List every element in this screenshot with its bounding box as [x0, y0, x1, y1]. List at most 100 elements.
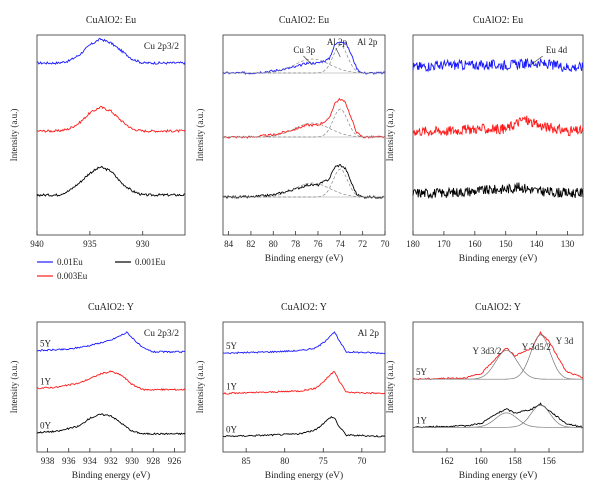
x-tick-label: 160: [468, 239, 482, 249]
series-line-0Y: [36, 413, 186, 436]
sample-label: 5Y: [40, 339, 52, 349]
x-tick-label: 180: [406, 239, 420, 249]
x-axis-label: Binding energy (eV): [459, 470, 537, 481]
chart-title: CuAlO2: Y: [281, 302, 327, 313]
series-line-5Y: [412, 331, 584, 381]
chart-p4: CuAlO2: Y 938 936 934 932 930 928 926 Binding en…: [9, 302, 186, 481]
annotation-y3d52: Y 3d5/2: [522, 342, 551, 352]
y-axis-label: Intensity (a.u.): [9, 361, 19, 414]
series-line-0.001Eu: [412, 182, 584, 199]
plot-frame: [222, 34, 386, 236]
x-tick-label: 70: [357, 456, 367, 466]
x-tick-label: 130: [561, 239, 575, 249]
x-tick-label: 84: [224, 239, 234, 249]
chart-p5: CuAlO2: Y 85 80 75 70 Binding energy (eV) Inte…: [195, 302, 386, 481]
x-tick-label: 72: [358, 239, 367, 249]
x-tick-label: 82: [246, 239, 255, 249]
fit-component: [413, 334, 583, 380]
peak-label: Cu 2p3/2: [144, 42, 179, 52]
chart-p6: CuAlO2: Y 162 160 158 156 Binding energy (eV)…: [385, 302, 584, 481]
x-tick-label: 156: [542, 456, 556, 466]
chart-p1: CuAlO2: Eu 940 935 930 Intensity (a.u.) Cu 2p…: [9, 15, 186, 249]
series-line-5Y: [223, 331, 386, 355]
annotation-al2p-2: Al 2p: [357, 37, 378, 47]
sample-label: 0Y: [40, 421, 52, 431]
series-line-0Y: [222, 415, 386, 438]
y-axis-label: Intensity (a.u.): [9, 109, 19, 162]
plot-frame: [412, 321, 584, 453]
chart-title: CuAlO2: Eu: [86, 15, 136, 26]
x-tick-label: 936: [62, 456, 76, 466]
annotation-arrow: [530, 55, 543, 66]
x-tick-label: 75: [319, 456, 329, 466]
x-axis-label: Binding energy (eV): [459, 253, 537, 264]
x-tick-label: 926: [168, 456, 182, 466]
series-line-1Y: [222, 371, 386, 395]
x-tick-label: 162: [440, 456, 454, 466]
fit-component: [223, 168, 385, 198]
legend-label: 0.01Eu: [57, 257, 83, 267]
x-tick-label: 76: [313, 239, 323, 249]
annotation-y3d: Y 3d: [556, 336, 574, 346]
series-line-1Y: [36, 370, 186, 392]
legend-label: 0.003Eu: [57, 271, 88, 281]
fit-component: [223, 44, 385, 74]
x-tick-label: 940: [30, 239, 44, 249]
annotation-al2p: Al 2p: [327, 37, 348, 47]
sample-label: 5Y: [416, 367, 428, 377]
series-line-0.01Eu: [222, 41, 386, 75]
y-axis-label: Intensity (a.u.): [385, 361, 395, 414]
series-line-0.003Eu: [412, 115, 584, 137]
chart-title: CuAlO2: Eu: [279, 15, 329, 26]
fit-component: [223, 122, 385, 138]
x-axis-label: Binding energy (eV): [265, 253, 343, 264]
y-axis-label: Intensity (a.u.): [195, 361, 205, 414]
x-tick-label: 928: [147, 456, 161, 466]
series-line-0.01Eu: [36, 37, 186, 65]
x-tick-label: 934: [83, 456, 97, 466]
x-tick-label: 932: [104, 456, 118, 466]
sample-label: 5Y: [226, 341, 238, 351]
sample-label: 0Y: [226, 424, 238, 434]
series-line-0.01Eu: [412, 57, 584, 73]
fit-component: [413, 412, 583, 428]
fit-component: [413, 404, 583, 428]
fit-component: [223, 108, 385, 138]
series-line-0.001Eu: [222, 164, 385, 199]
peak-label: Al 2p: [358, 329, 380, 339]
x-tick-label: 160: [474, 456, 488, 466]
annotation-arrow: [303, 55, 313, 66]
fit-component: [223, 58, 385, 74]
x-axis-label: Binding energy (eV): [265, 470, 343, 481]
x-tick-label: 938: [41, 456, 55, 466]
sample-label: 1Y: [226, 382, 238, 392]
x-tick-label: 70: [381, 239, 391, 249]
x-tick-label: 930: [136, 239, 150, 249]
annotation-eu4d: Eu 4d: [546, 45, 568, 55]
annotation-arrow: [335, 47, 341, 58]
x-tick-label: 80: [280, 456, 290, 466]
series-line-1Y: [413, 402, 584, 429]
legend: 0.01Eu 0.003Eu 0.001Eu: [37, 257, 166, 281]
series-line-0.003Eu: [222, 97, 386, 139]
x-tick-label: 158: [508, 456, 522, 466]
x-tick-label: 935: [83, 239, 97, 249]
plot-frame: [222, 321, 386, 453]
x-tick-label: 78: [291, 239, 301, 249]
chart-title: CuAlO2: Eu: [473, 15, 523, 26]
y-axis-label: Intensity (a.u.): [385, 109, 395, 162]
x-tick-label: 74: [336, 239, 346, 249]
legend-label: 0.001Eu: [135, 257, 166, 267]
x-tick-label: 140: [530, 239, 544, 249]
x-tick-label: 170: [437, 239, 451, 249]
series-line-0.003Eu: [36, 105, 186, 133]
x-tick-label: 80: [269, 239, 279, 249]
fit-component: [223, 182, 385, 198]
chart-title: CuAlO2: Y: [88, 302, 134, 313]
peak-label: Cu 2p3/2: [144, 329, 179, 339]
series-line-0.001Eu: [36, 165, 186, 198]
annotation-cu3p: Cu 3p: [293, 45, 315, 55]
plot-frame: [412, 34, 584, 236]
series-line-5Y: [36, 331, 186, 354]
